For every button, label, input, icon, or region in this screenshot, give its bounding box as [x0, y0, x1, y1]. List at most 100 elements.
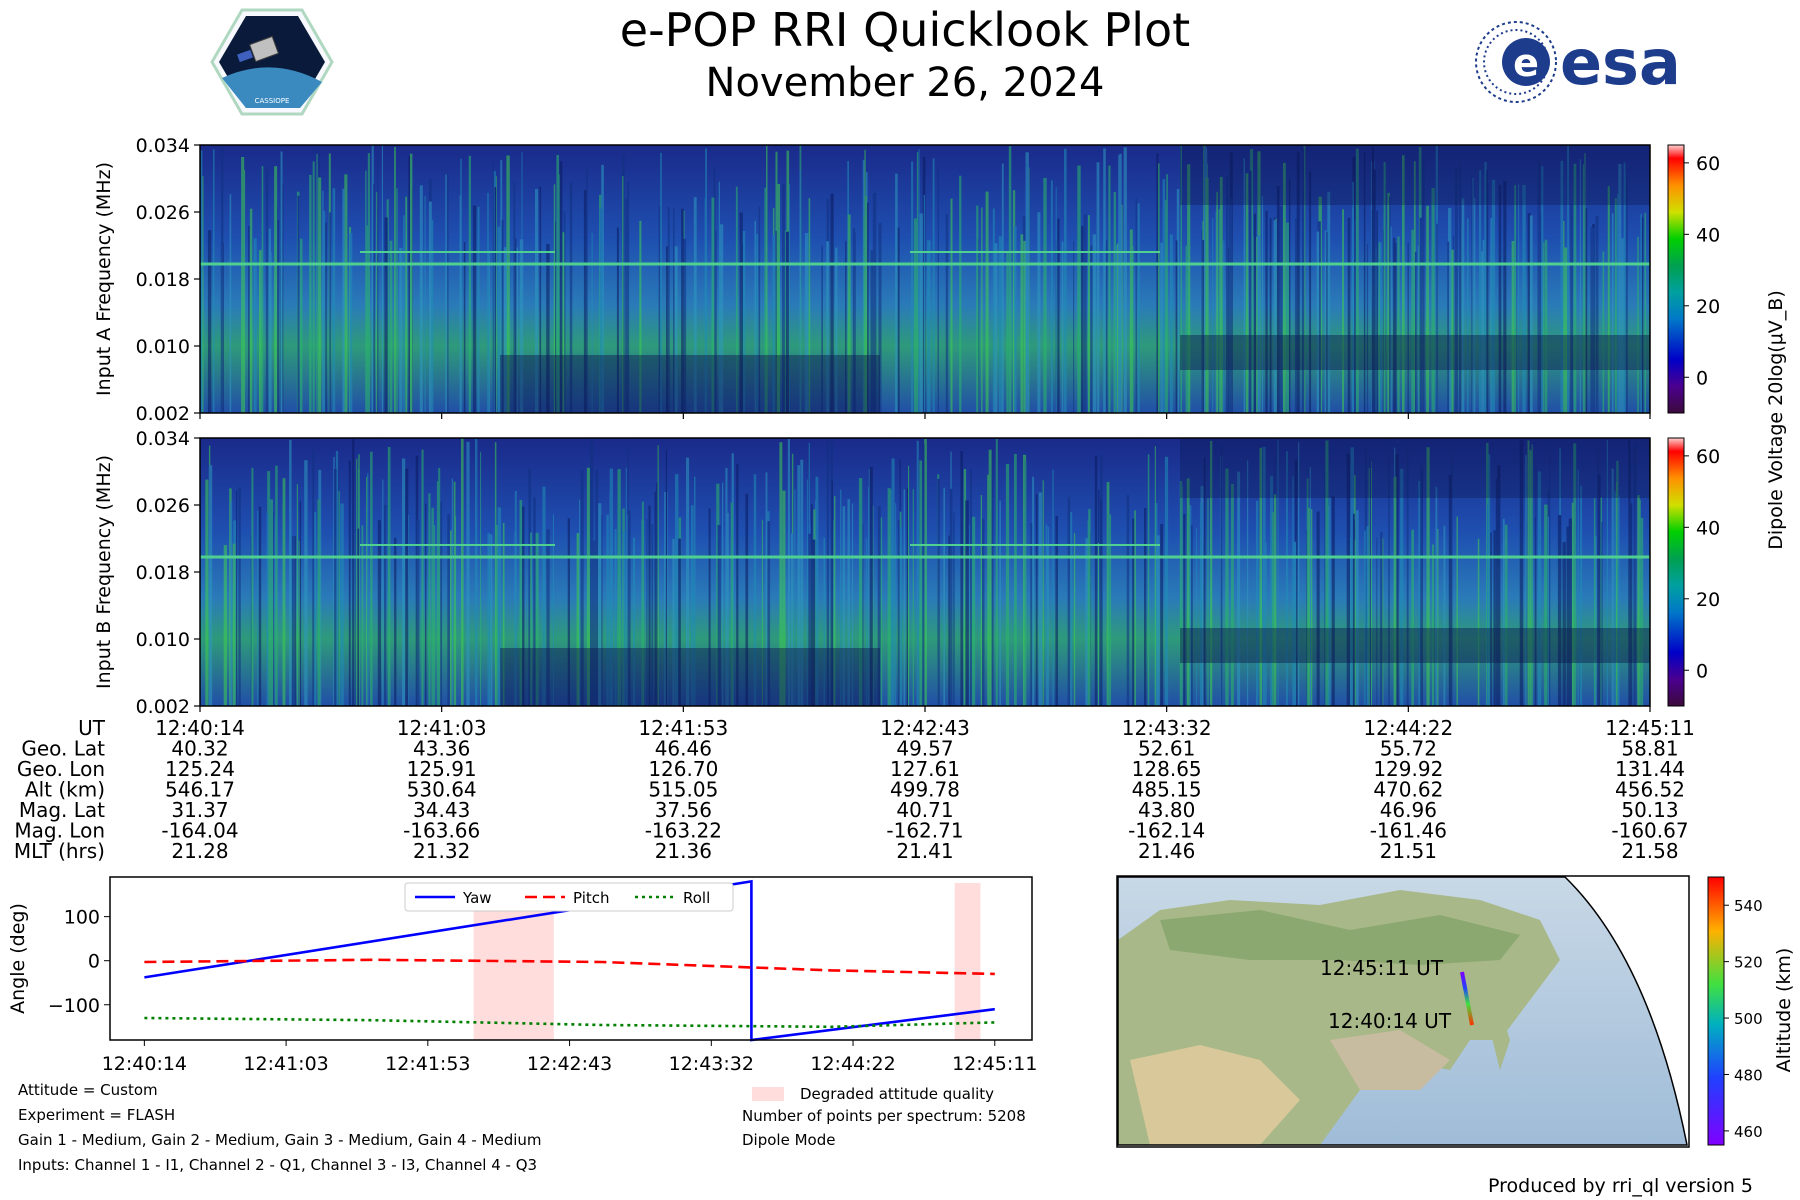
- degraded-legend-swatch: [752, 1087, 784, 1101]
- colorbar-tick-label: 40: [1696, 224, 1720, 246]
- orbit-track: [1460, 971, 1474, 1026]
- ephemeris-cell: 55.72: [1380, 737, 1437, 761]
- ephemeris-cell: 530.64: [407, 778, 477, 802]
- ephemeris-cell: 43.80: [1138, 798, 1195, 822]
- spectrogram-panel-b: 0.002 0.010 0.018 0.026 0.034 Input B Frequen…: [93, 428, 1720, 718]
- ytick-label: 0.026: [136, 202, 190, 224]
- ephemeris-cell: 21.36: [655, 839, 712, 863]
- xtick-label: 12:42:43: [527, 1053, 612, 1075]
- ephemeris-cell: 50.13: [1621, 798, 1678, 822]
- voltage-colorbar: 0 20 40 60: [1667, 144, 1720, 414]
- ephemeris-cell: -162.71: [886, 819, 963, 843]
- series-pitch-line: [144, 958, 995, 976]
- altitude-tick-label: 480: [1734, 1066, 1763, 1084]
- colorbar-bar: [1667, 437, 1685, 707]
- ytick-label: 0.010: [136, 336, 190, 358]
- ephemeris-cell: 37.56: [655, 798, 712, 822]
- voltage-colorbar: 0 20 40 60: [1667, 437, 1720, 707]
- legend-label-pitch: Pitch: [573, 889, 610, 907]
- altitude-tick-label: 500: [1734, 1010, 1763, 1028]
- ephemeris-cell: 456.52: [1615, 778, 1685, 802]
- ephemeris-cell: 12:45:11: [1605, 716, 1695, 740]
- colorbar-bar: [1667, 144, 1685, 414]
- ephemeris-cell: 515.05: [648, 778, 718, 802]
- legend-box: [404, 882, 734, 912]
- dark-region: [500, 355, 880, 413]
- ephemeris-cell: 12:42:43: [880, 716, 970, 740]
- ephemeris-cell: -164.04: [161, 819, 238, 843]
- ephemeris-cell: 31.37: [171, 798, 228, 822]
- ytick-label: 0.018: [136, 269, 190, 291]
- ephemeris-cell: -162.14: [1128, 819, 1205, 843]
- ephemeris-row-label: Mag. Lat: [19, 798, 105, 822]
- ephemeris-cell: 21.51: [1380, 839, 1437, 863]
- spectrogram-ylabel: Input B Frequency (MHz): [93, 455, 115, 689]
- orbit-map: 12:45:11 UT 12:40:14 UT: [1116, 875, 1690, 1148]
- xtick-label: 12:43:32: [669, 1053, 754, 1075]
- ephemeris-row-label: Geo. Lat: [21, 737, 105, 761]
- ephemeris-cell: 485.15: [1132, 778, 1202, 802]
- map-end-label: 12:45:11 UT: [1320, 956, 1444, 980]
- points-per-spectrum: Number of points per spectrum: 5208: [742, 1107, 1026, 1125]
- ephemeris-cell: 470.62: [1373, 778, 1443, 802]
- ytick-label: 0.010: [136, 629, 190, 651]
- spectrogram-texture: [205, 438, 1644, 706]
- svg-text:e: e: [1513, 41, 1539, 85]
- dark-region: [1180, 145, 1650, 205]
- xtick-label: 12:40:14: [102, 1053, 187, 1075]
- ytick-label: 0.026: [136, 495, 190, 517]
- colorbar-tick-label: 40: [1696, 517, 1720, 539]
- ephemeris-cell: 43.36: [413, 737, 470, 761]
- ephemeris-row-label: Geo. Lon: [17, 757, 105, 781]
- degraded-legend-label: Degraded attitude quality: [800, 1085, 994, 1103]
- ephemeris-cell: 40.32: [171, 737, 228, 761]
- xtick-label: 12:41:03: [243, 1053, 328, 1075]
- ephemeris-cell: 12:43:32: [1122, 716, 1212, 740]
- degraded-attitude-region: [954, 883, 981, 1040]
- ytick-label: 0.034: [136, 135, 190, 157]
- cassiope-logo-text: CASSIOPE: [255, 97, 290, 105]
- dark-region: [500, 648, 880, 706]
- footer-credit: Produced by rri_ql version 5: [1488, 1175, 1753, 1197]
- ytick-label: 0.034: [136, 428, 190, 450]
- experiment-note: Inputs: Channel 1 - I1, Channel 2 - Q1, …: [18, 1156, 537, 1174]
- attitude-ylabel: Angle (deg): [7, 903, 29, 1014]
- series-roll-line: [144, 1016, 995, 1029]
- ephemeris-cell: 128.65: [1132, 757, 1202, 781]
- ephemeris-cell: 126.70: [648, 757, 718, 781]
- ephemeris-cell: 21.28: [171, 839, 228, 863]
- altitude-colorbar: 460 480 500 520 540 Altitude (km): [1707, 876, 1795, 1146]
- map-start-label: 12:40:14 UT: [1328, 1009, 1452, 1033]
- colorbar-tick-label: 20: [1696, 296, 1720, 318]
- ephemeris-cell: 46.46: [655, 737, 712, 761]
- ephemeris-cell: -160.67: [1611, 819, 1688, 843]
- ytick-label: 0: [88, 951, 100, 973]
- dipole-mode: Dipole Mode: [742, 1131, 835, 1149]
- esa-logo: e esa: [1475, 21, 1681, 103]
- xtick-label: 12:45:11: [952, 1053, 1037, 1075]
- esa-logo-text: esa: [1560, 26, 1681, 99]
- ephemeris-cell: 12:41:03: [397, 716, 487, 740]
- experiment-note: Gain 1 - Medium, Gain 2 - Medium, Gain 3…: [18, 1131, 542, 1149]
- dark-region: [1180, 628, 1650, 663]
- altitude-tick-label: 520: [1734, 954, 1763, 972]
- cassiope-logo: CASSIOPE: [210, 8, 334, 116]
- ephemeris-cell: -161.46: [1370, 819, 1447, 843]
- colorbar-tick-label: 0: [1696, 367, 1708, 389]
- figure-subtitle: November 26, 2024: [706, 60, 1105, 106]
- ephemeris-cell: 49.57: [896, 737, 953, 761]
- ephemeris-row-label: Mag. Lon: [14, 819, 105, 843]
- ytick-label: −100: [48, 995, 100, 1017]
- ephemeris-cell: 12:41:53: [638, 716, 728, 740]
- ephemeris-cell: 40.71: [896, 798, 953, 822]
- colorbar-label: Dipole Voltage 20log(μV_B): [1765, 290, 1787, 550]
- ephemeris-cell: 129.92: [1373, 757, 1443, 781]
- colorbar-tick-label: 60: [1696, 153, 1720, 175]
- legend-label-yaw: Yaw: [462, 889, 492, 907]
- colorbar-tick-label: 0: [1696, 660, 1708, 682]
- ephemeris-cell: 127.61: [890, 757, 960, 781]
- experiment-note: Experiment = FLASH: [18, 1106, 175, 1124]
- ytick-label: 0.002: [136, 403, 190, 425]
- figure-title: e-POP RRI Quicklook Plot: [620, 3, 1190, 57]
